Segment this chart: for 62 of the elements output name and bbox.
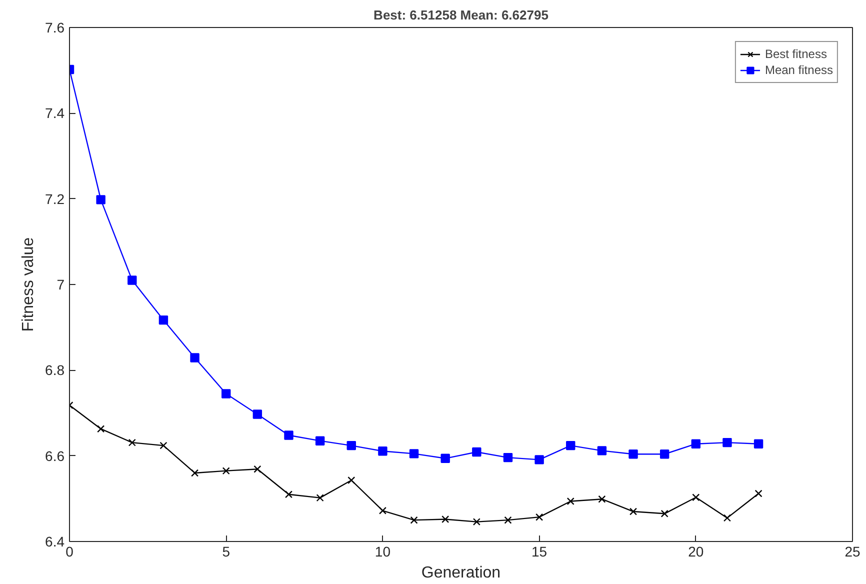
chart-title: Best: 6.51258 Mean: 6.62795: [374, 8, 548, 22]
point: [472, 518, 480, 526]
y-tick-label: 6.8: [45, 362, 65, 378]
point: [97, 425, 105, 433]
y-tick-label: 7.4: [45, 105, 65, 122]
x-tick-label: 25: [844, 544, 860, 560]
x-tick-label: 15: [532, 544, 548, 560]
point: [254, 465, 262, 473]
point: [128, 276, 137, 285]
x-tick-label: 10: [374, 544, 391, 560]
point: [348, 476, 356, 484]
legend-label: Mean fitness: [764, 62, 833, 78]
point: [754, 490, 762, 498]
x-tick-label: 20: [688, 544, 704, 560]
y-tick-label: 7: [56, 276, 65, 292]
point: [442, 515, 450, 524]
point: [410, 516, 418, 524]
point: [315, 436, 325, 446]
point: [190, 353, 200, 362]
point: [597, 446, 607, 456]
point: [660, 450, 670, 459]
point: [598, 495, 606, 503]
point: [566, 497, 574, 506]
point: [222, 467, 230, 475]
point: [566, 440, 576, 450]
point: [536, 513, 544, 521]
y-tick-label: 6.4: [45, 534, 65, 550]
point: [158, 315, 168, 325]
point: [128, 438, 136, 446]
point: [284, 490, 293, 498]
x-tick-label: 0: [66, 544, 74, 560]
point: [722, 438, 732, 448]
point: [723, 514, 731, 522]
y-axis-title: Fitness value: [20, 237, 38, 332]
legend-label: Best fitness: [764, 46, 827, 62]
y-tick-label: 7.6: [45, 20, 65, 36]
point: [628, 450, 638, 459]
point: [160, 442, 168, 450]
point: [409, 449, 419, 458]
point: [346, 440, 356, 450]
point: [504, 516, 512, 524]
point: [96, 195, 106, 204]
x-axis-title: Generation: [421, 564, 501, 582]
point: [660, 510, 668, 518]
point: [378, 446, 388, 456]
point: [754, 439, 764, 448]
point: [629, 508, 638, 516]
x-tick-label: 5: [222, 544, 230, 560]
point: [692, 494, 700, 502]
point: [534, 455, 544, 464]
point: [691, 439, 700, 448]
point: [378, 506, 386, 514]
y-tick-label: 6.6: [45, 448, 65, 464]
point: [472, 447, 482, 457]
point: [284, 430, 294, 440]
point: [503, 452, 513, 462]
point: [222, 389, 231, 398]
point: [316, 494, 324, 502]
point: [191, 469, 199, 477]
point: [440, 454, 450, 464]
y-tick-label: 7.2: [45, 190, 65, 207]
point: [252, 410, 262, 419]
